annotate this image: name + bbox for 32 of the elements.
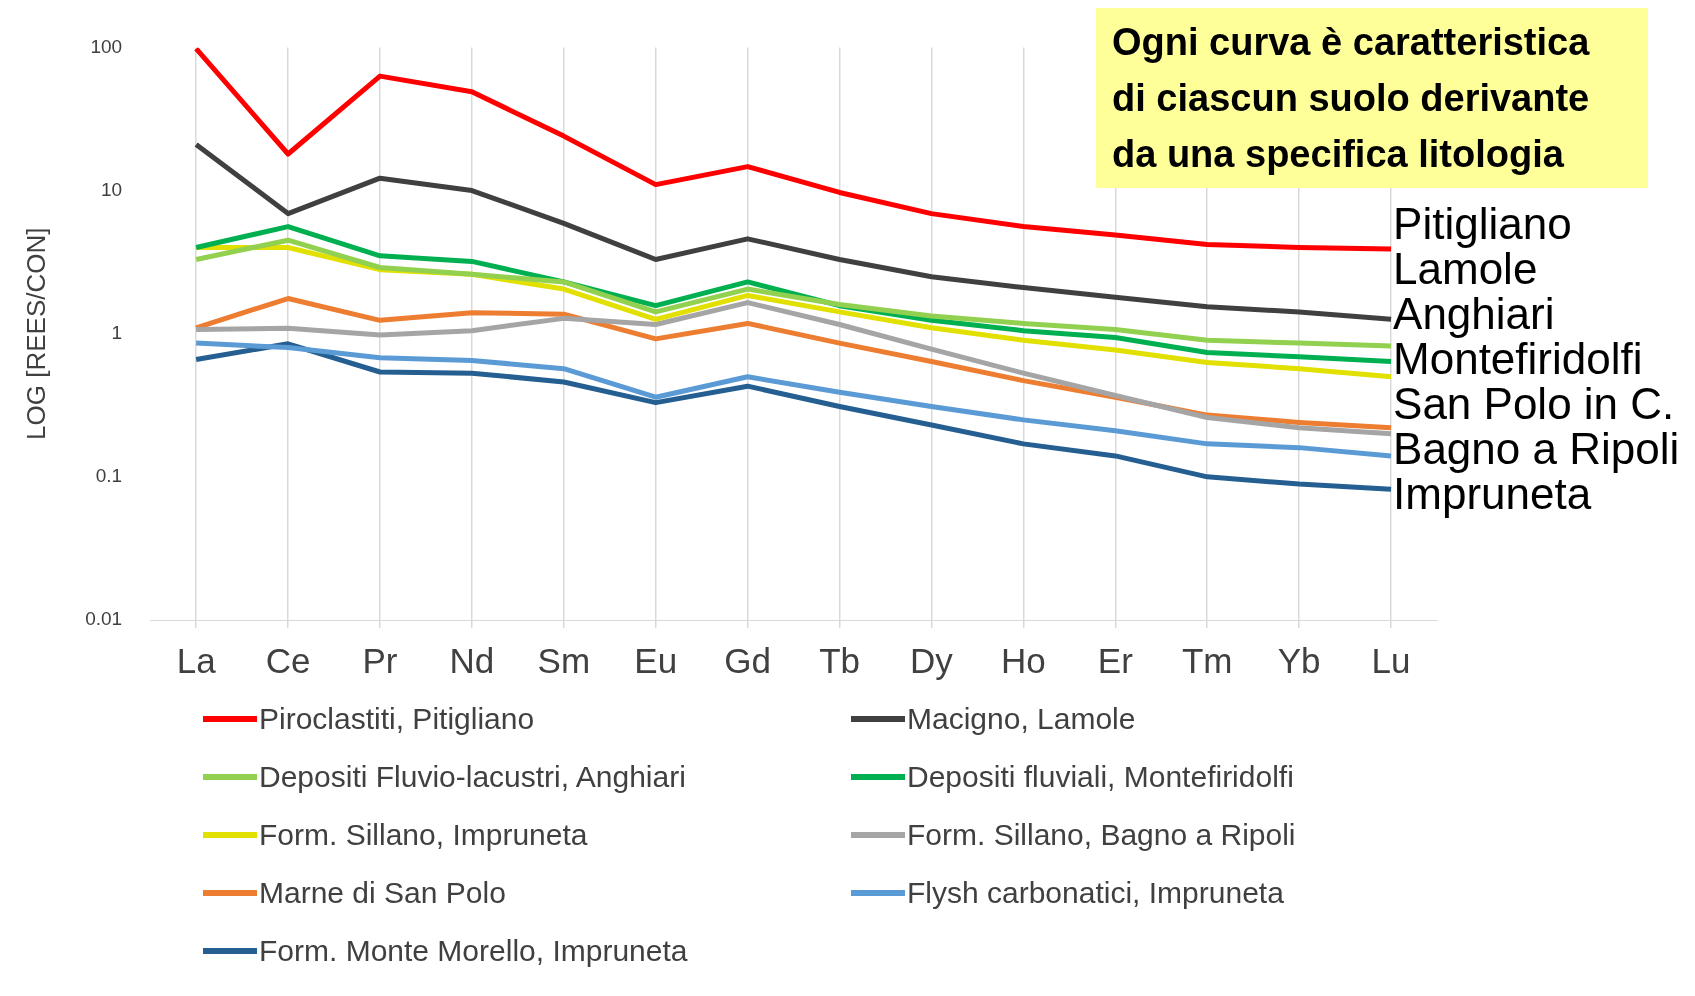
x-tick-label: Lu bbox=[1371, 640, 1411, 680]
y-axis-title: LOG [REES/CON] bbox=[20, 227, 51, 440]
annotation: Pitigliano bbox=[1393, 199, 1572, 249]
x-tick-label: Nd bbox=[449, 640, 495, 680]
x-tick-label: Ho bbox=[1001, 640, 1046, 680]
x-tick-label: Er bbox=[1097, 640, 1134, 680]
x-tick-label: Yb bbox=[1277, 640, 1321, 680]
y-tick-label: 0.01 bbox=[85, 608, 123, 630]
x-tick-label: Eu bbox=[634, 640, 678, 680]
x-tick-label: Dy bbox=[910, 640, 954, 680]
x-tick-label: Tm bbox=[1181, 640, 1233, 680]
x-tick-label: Gd bbox=[724, 640, 771, 680]
legend-label: Form. Sillano, Bagno a Ripoli bbox=[907, 818, 1296, 852]
legend-label: Macigno, Lamole bbox=[907, 702, 1136, 736]
y-tick-label: 100 bbox=[90, 35, 123, 57]
legend-label: Form. Monte Morello, Impruneta bbox=[259, 934, 688, 968]
legend-label: Flysh carbonatici, Impruneta bbox=[907, 876, 1284, 910]
legend-label: Marne di San Polo bbox=[259, 876, 506, 910]
x-tick-label: Sm bbox=[537, 640, 591, 680]
legend-label: Piroclastiti, Pitigliano bbox=[259, 702, 535, 736]
annotation: Ogni curva è caratteristica di ciascun suolo derivante da una specifica litologia bbox=[1096, 8, 1648, 188]
legend-label: Form. Sillano, Impruneta bbox=[259, 818, 588, 852]
x-tick-label: Ce bbox=[265, 640, 311, 680]
legend-label: Depositi fluviali, Montefiridolfi bbox=[907, 760, 1294, 794]
x-tick-label: La bbox=[176, 640, 217, 680]
annotation: Anghiari bbox=[1393, 289, 1555, 339]
x-tick-label: Pr bbox=[362, 640, 398, 680]
y-tick-label: 0.1 bbox=[95, 465, 123, 487]
x-tick-label: Tb bbox=[819, 640, 860, 680]
legend-label: Depositi Fluvio-lacustri, Anghiari bbox=[259, 760, 686, 794]
y-tick-label: 10 bbox=[101, 178, 123, 200]
y-tick-label: 1 bbox=[111, 321, 123, 343]
